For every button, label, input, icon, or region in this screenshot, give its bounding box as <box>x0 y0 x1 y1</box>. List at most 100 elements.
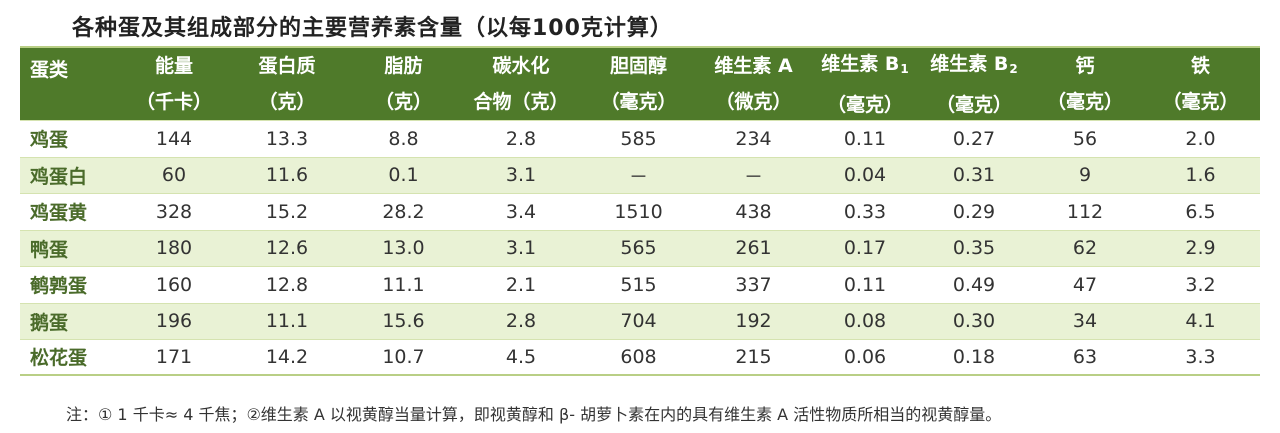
column-header-text: 碳水化 <box>492 55 550 77</box>
table-cell: 515 <box>620 273 657 296</box>
row-label: 鸡蛋 <box>30 129 69 152</box>
table-cell: 56 <box>1072 127 1098 150</box>
table-cell: 34 <box>1072 310 1098 333</box>
column-header-text: 钙 <box>1075 55 1095 77</box>
table-cell: 2.8 <box>505 310 537 333</box>
column-header-text: 能量 <box>154 55 193 77</box>
column-header-name: 钙 <box>1075 48 1094 84</box>
column-header: 蛋类 <box>20 48 120 120</box>
table-row: 鸭蛋 180 12.6 13.0 3.1 565 261 0.17 0.35 62 2.9 <box>20 229 1260 266</box>
table-cell: 11.1 <box>382 273 425 296</box>
table-cell: 10.7 <box>382 345 425 368</box>
column-header-unit: （千卡） <box>135 91 212 113</box>
table-cell: 328 <box>155 200 193 223</box>
table-cell: 261 <box>735 237 772 260</box>
table-cell: 12.6 <box>265 237 309 260</box>
table-cell: 1.6 <box>1185 164 1216 187</box>
row-label: 鸡蛋黄 <box>30 202 88 225</box>
table-cell: 8.8 <box>388 127 419 150</box>
table-cell: 0.27 <box>952 127 996 150</box>
table-cell: 1510 <box>614 200 663 223</box>
column-header-unit: （毫克） <box>1162 91 1239 113</box>
table-cell: 0.49 <box>952 273 996 296</box>
column-header-text: 脂肪 <box>384 55 423 77</box>
table-cell: 12.8 <box>265 273 309 296</box>
table-cell: 2.8 <box>505 127 537 150</box>
row-label: 鹅蛋 <box>30 311 69 334</box>
table-cell: 0.04 <box>843 164 887 187</box>
table-cell: 3.4 <box>505 200 537 223</box>
table-cell: 704 <box>620 310 657 333</box>
table-row: 鸡蛋黄 328 15.2 28.2 3.4 1510 438 0.33 0.29 112 6.5 <box>20 193 1260 230</box>
column-header-name: 蛋类 <box>30 52 68 88</box>
table-cell: 0.11 <box>843 127 887 150</box>
column-header-text: 维生素 B <box>930 52 1009 75</box>
column-header: 铁 （毫克） <box>1141 48 1260 120</box>
table-cell: 28.2 <box>382 200 425 223</box>
table-cell: 160 <box>155 273 193 296</box>
table-cell: 6.5 <box>1185 200 1216 223</box>
table-cell: 0.18 <box>952 345 996 368</box>
table-row: 鸡蛋白 60 11.6 0.1 3.1 － － 0.04 0.31 9 1.6 <box>20 156 1260 193</box>
table-cell: － <box>743 165 763 188</box>
table-cell: 60 <box>161 164 187 187</box>
table-cell: － <box>628 165 648 188</box>
table-cell: 585 <box>620 127 657 150</box>
table-cell: 0.1 <box>388 164 419 187</box>
table-cell: 112 <box>1066 200 1104 223</box>
table-cell: 3.3 <box>1185 345 1216 368</box>
table-cell: 2.1 <box>505 273 537 296</box>
column-header-text: 铁 <box>1190 55 1210 77</box>
column-header-text: 蛋类 <box>30 59 69 81</box>
table-body: 鸡蛋 144 13.3 8.8 2.8 585 234 0.11 0.27 56 2.0 鸡蛋白 60 1… <box>20 120 1260 376</box>
row-label: 鸡蛋白 <box>30 165 88 188</box>
table-title: 各种蛋及其组成部分的主要营养素含量（以每100克计算） <box>72 16 673 41</box>
table-cell: 4.1 <box>1185 310 1216 333</box>
table-cell: 14.2 <box>265 345 309 368</box>
row-label: 鹌鹑蛋 <box>30 275 88 298</box>
table-row: 松花蛋 171 14.2 10.7 4.5 608 215 0.06 0.18 63 3.3 <box>20 339 1260 376</box>
column-header-name: 胆固醇 <box>610 48 667 84</box>
table-cell: 0.30 <box>952 310 996 333</box>
nutrition-table: 蛋类 能量 （千卡） 蛋白质 （克） 脂肪 （克） 碳水化 合物（克） 胆固醇 （毫克） 维生素 A （… <box>20 46 1260 376</box>
table-cell: 337 <box>735 273 772 296</box>
table-cell: 4.5 <box>505 345 537 368</box>
column-header-unit: （毫克） <box>826 93 903 116</box>
column-header-name: 脂肪 <box>384 48 422 84</box>
column-header: 维生素 B2 （毫克） <box>919 48 1029 120</box>
table-cell: 0.35 <box>952 237 996 260</box>
row-label: 鸭蛋 <box>30 238 69 261</box>
column-header-unit: （毫克） <box>1046 91 1123 113</box>
column-header-name: 维生素 A <box>714 48 792 84</box>
table-cell: 608 <box>620 345 657 368</box>
table-cell: 13.3 <box>265 127 309 150</box>
table-row: 鹌鹑蛋 160 12.8 11.1 2.1 515 337 0.11 0.49 47 3.2 <box>20 266 1260 303</box>
table-cell: 3.1 <box>505 237 537 260</box>
table-cell: 11.1 <box>265 310 309 333</box>
column-header-unit: （克） <box>258 91 316 113</box>
table-cell: 0.06 <box>843 345 887 368</box>
table-cell: 0.31 <box>952 164 996 187</box>
table-row: 鸡蛋 144 13.3 8.8 2.8 585 234 0.11 0.27 56 2.0 <box>20 120 1260 157</box>
column-header-name: 铁 <box>1191 48 1210 84</box>
table-cell: 234 <box>735 127 772 150</box>
footnote: 注：① 1 千卡≈ 4 千焦；②维生素 A 以视黄醇当量计算，即视黄醇和 β- … <box>66 405 1002 424</box>
column-header-name: 能量 <box>155 48 193 84</box>
table-cell: 63 <box>1072 345 1098 368</box>
table-cell: 0.17 <box>843 237 887 260</box>
table-cell: 2.9 <box>1185 237 1216 260</box>
table-cell: 215 <box>735 345 772 368</box>
column-header-unit: 合物（克） <box>473 91 569 113</box>
table-cell: 3.1 <box>505 164 537 187</box>
column-header: 维生素 A （微克） <box>696 48 811 120</box>
column-header-subscript: 1 <box>900 61 909 76</box>
column-header-name: 碳水化 <box>492 48 549 84</box>
table-cell: 2.0 <box>1185 127 1216 150</box>
table-header: 蛋类 能量 （千卡） 蛋白质 （克） 脂肪 （克） 碳水化 合物（克） 胆固醇 （毫克） 维生素 A （… <box>20 48 1260 120</box>
table-cell: 180 <box>155 237 193 260</box>
table-cell: 15.2 <box>265 200 309 223</box>
table-cell: 438 <box>735 200 772 223</box>
column-header-name: 维生素 B1 <box>821 46 908 87</box>
table-cell: 0.11 <box>843 273 887 296</box>
table-cell: 144 <box>155 127 193 150</box>
